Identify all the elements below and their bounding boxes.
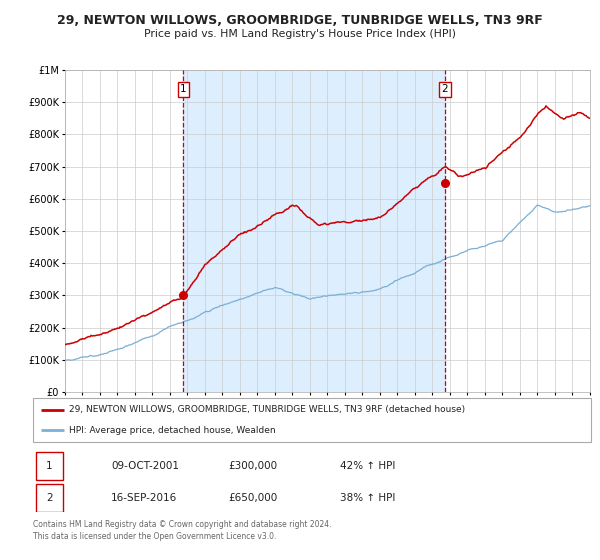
Text: 29, NEWTON WILLOWS, GROOMBRIDGE, TUNBRIDGE WELLS, TN3 9RF: 29, NEWTON WILLOWS, GROOMBRIDGE, TUNBRID… xyxy=(57,14,543,27)
Text: 2: 2 xyxy=(442,85,448,94)
Text: 29, NEWTON WILLOWS, GROOMBRIDGE, TUNBRIDGE WELLS, TN3 9RF (detached house): 29, NEWTON WILLOWS, GROOMBRIDGE, TUNBRID… xyxy=(69,405,466,414)
Text: 1: 1 xyxy=(46,461,52,471)
Text: 42% ↑ HPI: 42% ↑ HPI xyxy=(340,461,395,471)
Text: 16-SEP-2016: 16-SEP-2016 xyxy=(111,493,178,503)
Text: £300,000: £300,000 xyxy=(229,461,277,471)
Text: Price paid vs. HM Land Registry's House Price Index (HPI): Price paid vs. HM Land Registry's House … xyxy=(144,29,456,39)
Bar xyxy=(184,70,445,392)
Text: 2: 2 xyxy=(46,493,52,503)
Text: HPI: Average price, detached house, Wealden: HPI: Average price, detached house, Weal… xyxy=(69,426,276,435)
Text: Contains HM Land Registry data © Crown copyright and database right 2024.
This d: Contains HM Land Registry data © Crown c… xyxy=(33,520,331,541)
Text: 09-OCT-2001: 09-OCT-2001 xyxy=(111,461,179,471)
Text: 1: 1 xyxy=(180,85,187,94)
Text: £650,000: £650,000 xyxy=(229,493,278,503)
Bar xyxy=(36,484,62,512)
Text: 38% ↑ HPI: 38% ↑ HPI xyxy=(340,493,395,503)
Bar xyxy=(36,452,62,480)
